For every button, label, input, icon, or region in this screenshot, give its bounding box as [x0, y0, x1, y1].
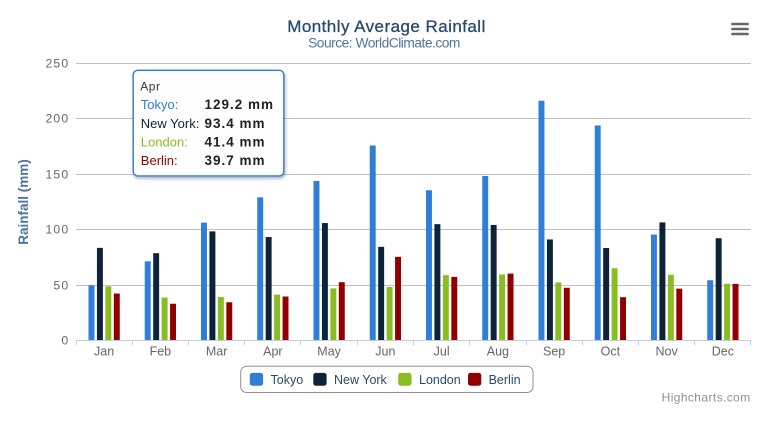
svg-text:Feb: Feb: [150, 344, 172, 358]
svg-text:150: 150: [45, 168, 69, 182]
svg-text:Jan: Jan: [94, 344, 114, 358]
svg-text:New York: New York: [334, 373, 388, 387]
svg-text:Tokyo: Tokyo: [271, 373, 304, 387]
svg-text:0: 0: [61, 334, 69, 348]
svg-text:Dec: Dec: [712, 344, 734, 358]
svg-text:200: 200: [45, 112, 69, 126]
svg-text:Tokyo:: Tokyo:: [141, 97, 179, 112]
svg-text:Jul: Jul: [434, 344, 450, 358]
svg-text:Apr: Apr: [263, 344, 282, 358]
svg-text:39.7 mm: 39.7 mm: [205, 153, 266, 168]
svg-text:New York:: New York:: [141, 116, 200, 131]
svg-text:May: May: [317, 344, 341, 358]
svg-text:Nov: Nov: [656, 344, 679, 358]
svg-text:Sep: Sep: [543, 344, 565, 358]
svg-text:41.4 mm: 41.4 mm: [205, 134, 266, 149]
svg-text:Highcharts.com: Highcharts.com: [662, 391, 751, 405]
svg-text:Rainfall (mm): Rainfall (mm): [16, 159, 31, 245]
svg-text:100: 100: [45, 223, 69, 237]
svg-text:93.4 mm: 93.4 mm: [205, 116, 266, 131]
svg-text:Oct: Oct: [601, 344, 621, 358]
svg-text:50: 50: [53, 279, 69, 293]
svg-text:Apr: Apr: [140, 79, 160, 93]
svg-text:Source: WorldClimate.com: Source: WorldClimate.com: [308, 36, 460, 51]
svg-text:London:: London:: [141, 134, 188, 149]
svg-text:129.2 mm: 129.2 mm: [205, 97, 275, 112]
svg-text:Jun: Jun: [375, 344, 395, 358]
svg-text:Mar: Mar: [206, 344, 228, 358]
svg-text:London: London: [419, 373, 461, 387]
svg-text:Monthly Average Rainfall: Monthly Average Rainfall: [287, 17, 486, 36]
svg-text:Aug: Aug: [487, 344, 509, 358]
svg-text:Berlin: Berlin: [489, 373, 521, 387]
svg-text:250: 250: [45, 57, 69, 71]
svg-text:Berlin:: Berlin:: [141, 153, 178, 168]
